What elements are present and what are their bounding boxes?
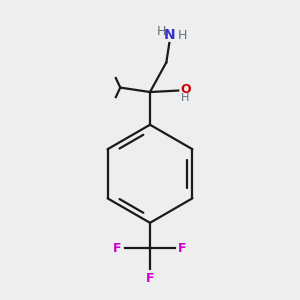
Text: F: F bbox=[146, 272, 154, 286]
Text: H: H bbox=[181, 93, 189, 103]
Text: N: N bbox=[164, 28, 175, 41]
Text: H: H bbox=[157, 25, 167, 38]
Text: O: O bbox=[181, 83, 191, 96]
Text: F: F bbox=[113, 242, 122, 255]
Text: F: F bbox=[178, 242, 187, 255]
Text: H: H bbox=[178, 29, 188, 42]
